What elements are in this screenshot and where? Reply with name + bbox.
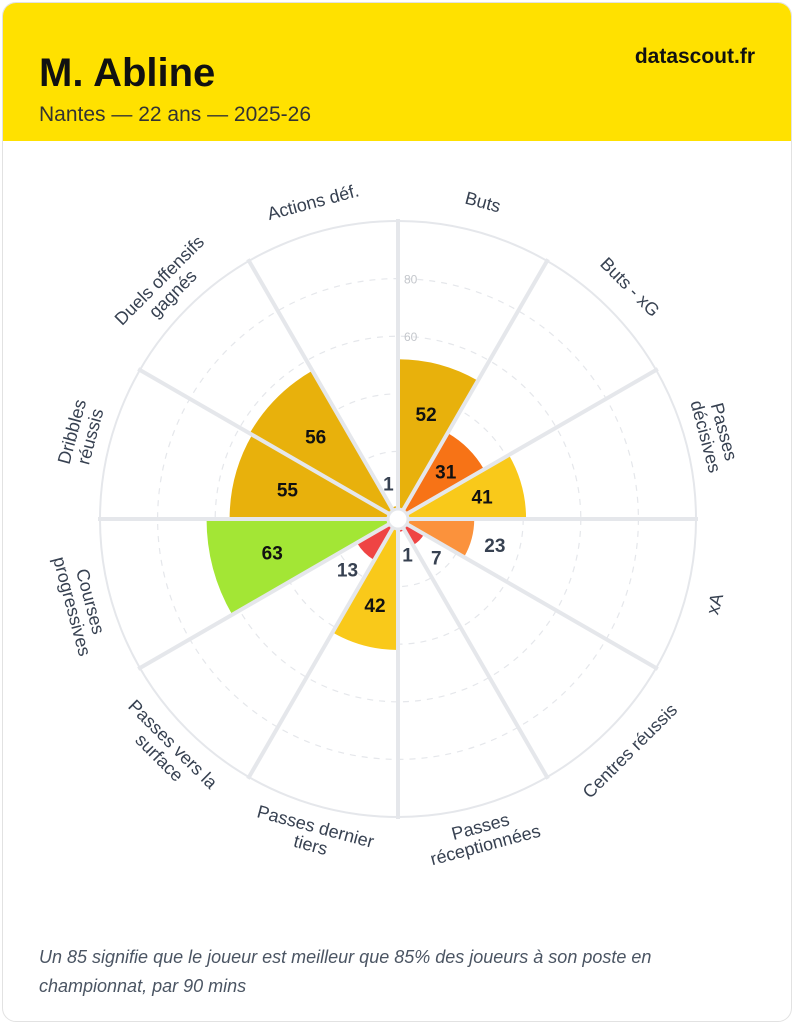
value-label: 52	[416, 405, 437, 426]
category-label: Buts - xG	[596, 253, 663, 320]
spoke	[401, 526, 550, 780]
header: M. Abline Nantes — 22 ans — 2025-26 data…	[3, 3, 791, 141]
value-label: 55	[277, 480, 299, 501]
category-label-line: xA	[702, 591, 727, 616]
wedge-10	[249, 370, 393, 514]
value-label: 63	[262, 544, 283, 565]
brand-link[interactable]: datascout.fr	[634, 45, 755, 68]
value-label: 13	[337, 561, 358, 582]
center-hub	[386, 507, 410, 531]
spoke	[401, 258, 550, 512]
player-subtitle: Nantes — 22 ans — 2025-26	[39, 103, 311, 126]
value-label: 56	[305, 428, 326, 449]
category-label-line: Actions déf.	[265, 180, 361, 224]
value-label: 1	[402, 546, 413, 567]
value-label: 42	[364, 596, 385, 617]
grid-tick-label: 60	[404, 330, 418, 344]
wedge-9	[229, 434, 390, 519]
wedge-6	[332, 527, 398, 650]
spoke	[246, 258, 395, 512]
spoke	[137, 367, 391, 516]
footnote: Un 85 signifie que le joueur est meilleu…	[39, 947, 652, 996]
value-label: 7	[431, 548, 442, 569]
value-label: 41	[472, 487, 494, 508]
spoke	[246, 526, 395, 780]
category-label: xA	[702, 591, 727, 616]
wedge-3	[406, 519, 475, 558]
wedge-2	[406, 454, 527, 519]
wedge-0	[398, 359, 478, 511]
value-label: 31	[435, 462, 457, 483]
category-label: Buts	[463, 188, 503, 217]
spoke	[405, 522, 659, 671]
value-label: 23	[484, 536, 505, 557]
value-label: 1	[383, 474, 394, 495]
wedge-7	[356, 524, 393, 561]
wedge-4	[403, 524, 425, 546]
player-name: M. Abline	[39, 51, 216, 95]
wedge-8	[206, 519, 390, 615]
category-label-line: Buts	[463, 188, 503, 217]
wedge-1	[403, 433, 484, 514]
category-label: Actions déf.	[265, 180, 361, 224]
category-label-line: Buts - xG	[596, 253, 663, 320]
category-label-line: Centres réussis	[579, 700, 682, 803]
spoke	[137, 522, 391, 671]
spoke	[405, 367, 659, 516]
category-label: Centres réussis	[579, 700, 682, 803]
grid-tick-label: 80	[404, 273, 418, 287]
